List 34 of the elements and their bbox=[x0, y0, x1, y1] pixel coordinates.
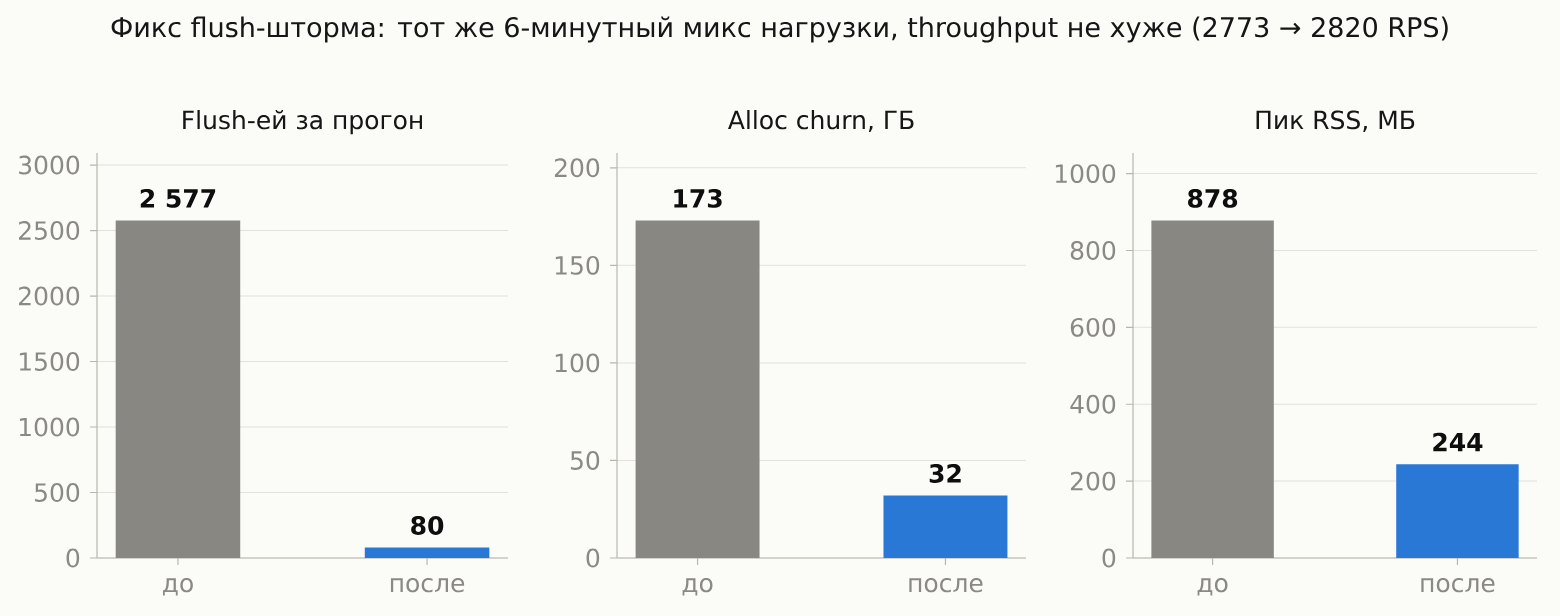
y-tick-label: 500 bbox=[35, 483, 80, 502]
data-label: 173 bbox=[674, 188, 722, 208]
x-tick-label: до bbox=[1197, 577, 1228, 596]
y-tick-label: 600 bbox=[1070, 317, 1116, 337]
y-tick-label: 200 bbox=[1070, 471, 1116, 491]
y-tick-label: 1500 bbox=[19, 352, 80, 371]
y-tick-label: 1000 bbox=[19, 417, 80, 437]
y-tick-label: 400 bbox=[1070, 394, 1116, 414]
y-tick-label: 0 bbox=[1102, 548, 1116, 568]
y-tick-label: 0 bbox=[586, 548, 600, 568]
x-tick-label: до bbox=[162, 578, 193, 596]
chart-title: Alloc churn, ГБ bbox=[728, 110, 914, 132]
y-tick-label: 800 bbox=[1070, 241, 1116, 260]
y-tick-label: 50 bbox=[570, 451, 600, 470]
chart-title: Flush-ей за прогон bbox=[183, 109, 422, 135]
y-tick-label: 150 bbox=[555, 255, 600, 275]
y-tick-label: 100 bbox=[555, 353, 600, 373]
y-tick-label: 0 bbox=[66, 548, 80, 568]
y-tick-label: 1000 bbox=[1055, 164, 1116, 184]
x-tick-label: после bbox=[1421, 577, 1495, 593]
data-label: 878 bbox=[1188, 188, 1238, 208]
y-tick-label: 3000 bbox=[19, 155, 80, 175]
x-tick-label: после bbox=[909, 577, 983, 593]
y-tick-label: 2000 bbox=[19, 286, 80, 306]
text: Фикс flush-шторма: тот же 6-минутный микс нагрузки, throughput не хуже (2773 → 2820 RPS) bbox=[111, 16, 1448, 43]
data-label: 2 577 bbox=[140, 188, 216, 208]
y-tick-label: 200 bbox=[554, 158, 600, 178]
x-tick-label: после bbox=[390, 578, 465, 593]
y-tick-label: 2500 bbox=[19, 221, 80, 240]
chart-title: Пик RSS, МБ bbox=[1256, 110, 1415, 132]
data-label: 80 bbox=[411, 515, 444, 535]
data-label: 244 bbox=[1433, 432, 1483, 452]
x-tick-label: до bbox=[682, 577, 713, 596]
data-label: 32 bbox=[929, 464, 961, 483]
